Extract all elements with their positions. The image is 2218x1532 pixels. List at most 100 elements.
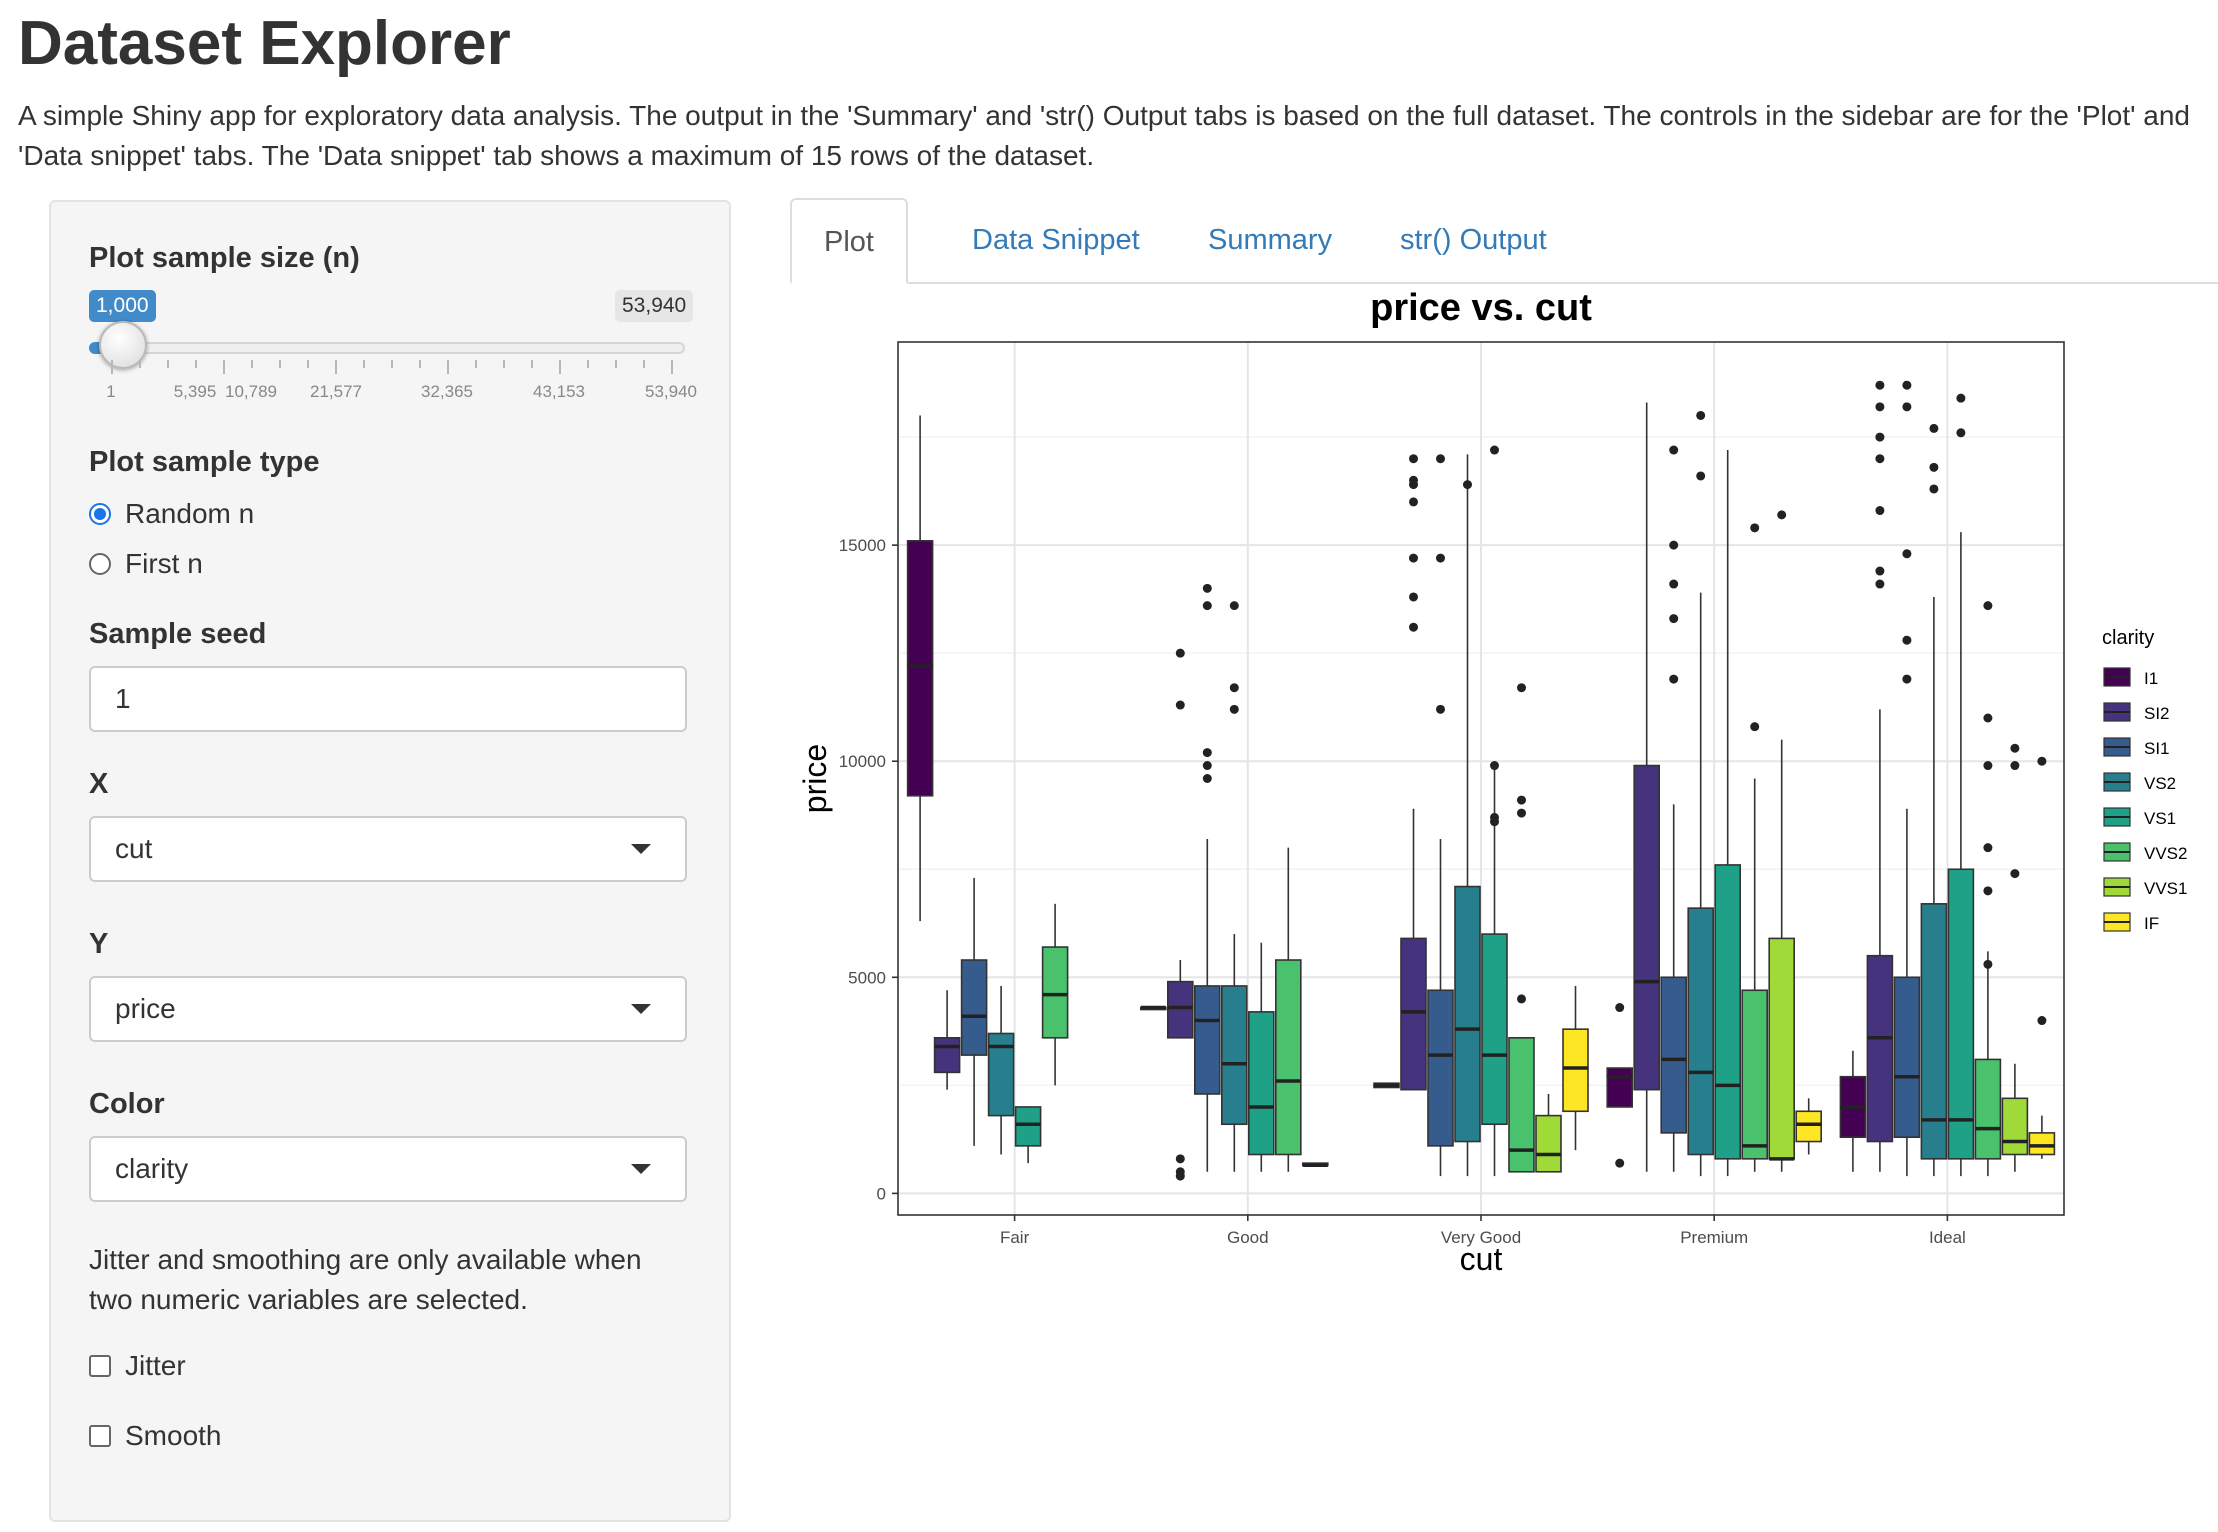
box-vvs2: [1274, 959, 1302, 1156]
box-vvs1: [1535, 1114, 1562, 1173]
box-si2: [1166, 980, 1194, 1039]
outlier-point: [1202, 748, 1212, 758]
outlier-point: [1175, 700, 1185, 710]
x-select[interactable]: cut: [89, 816, 687, 882]
outlier-point: [1669, 540, 1679, 550]
color-label: Color: [89, 1088, 165, 1120]
x-tick-label: Fair: [1000, 1228, 1030, 1247]
box-i1: [906, 540, 934, 797]
slider-tick: [335, 360, 337, 374]
box-i1: [1606, 1067, 1634, 1108]
y-tick-label: 0: [877, 1184, 886, 1203]
seed-label: Sample seed: [89, 618, 267, 650]
box-vs1: [1714, 864, 1742, 1160]
slider-tick: [643, 360, 645, 368]
tab-summary[interactable]: Summary: [1208, 224, 1333, 256]
outlier-point: [1202, 761, 1212, 771]
box-vs2: [1687, 907, 1715, 1156]
box-si1: [960, 959, 988, 1056]
price-vs-cut-chart: 0 5000 10000 15000 Fair Good Very Good Premium I…: [797, 287, 2187, 1277]
jitter-checkbox-row[interactable]: Jitter: [89, 1346, 186, 1386]
box-vs1: [1481, 933, 1508, 1126]
x-tick-label: Premium: [1680, 1228, 1748, 1247]
smooth-checkbox-row[interactable]: Smooth: [89, 1416, 222, 1456]
slider-tick: [279, 360, 281, 368]
outlier-point: [1750, 523, 1760, 533]
chevron-down-icon: [631, 1004, 651, 1014]
outlier-point: [1669, 579, 1679, 589]
slider-tick: [307, 360, 309, 368]
seed-input[interactable]: 1: [89, 666, 687, 732]
slider-tick: [111, 360, 113, 374]
outlier-point: [1202, 601, 1212, 611]
y-select-value: price: [115, 993, 176, 1024]
box-vs1: [1014, 1106, 1042, 1147]
slider-tick: [251, 360, 253, 368]
outlier-point: [1229, 601, 1239, 611]
slider-tick: [139, 360, 141, 368]
outlier-point: [1615, 1003, 1625, 1013]
radio-button[interactable]: [89, 553, 111, 575]
outlier-point: [1902, 380, 1912, 390]
outlier-point: [1929, 484, 1939, 494]
tab-plot[interactable]: Plot: [790, 198, 908, 284]
slider-tick: [559, 360, 561, 374]
tab-str-output[interactable]: str() Output: [1400, 224, 1547, 256]
outlier-point: [1875, 432, 1885, 442]
legend-label: VVS1: [2144, 879, 2187, 898]
legend-label: VVS2: [2144, 844, 2187, 863]
slider-tick-label: 53,940: [645, 382, 697, 401]
slider-tick: [531, 360, 533, 368]
jitter-checkbox[interactable]: [89, 1355, 111, 1377]
outlier-point: [1490, 761, 1499, 771]
outlier-point: [1669, 674, 1679, 684]
box-vs2: [1454, 885, 1481, 1143]
outlier-point: [1750, 722, 1760, 732]
x-label: X: [89, 768, 109, 800]
outlier-point: [1983, 886, 1993, 896]
legend-label: IF: [2144, 914, 2159, 933]
outlier-point: [1202, 583, 1212, 593]
slider-tick-label: 10,789: [225, 382, 277, 401]
radio-button-checked[interactable]: [89, 503, 111, 525]
x-tick-label: Ideal: [1929, 1228, 1966, 1247]
outlier-point: [1409, 553, 1418, 563]
outlier-point: [1875, 402, 1885, 412]
outlier-point: [1409, 497, 1418, 507]
slider-tick: [363, 360, 365, 368]
color-select[interactable]: clarity: [89, 1136, 687, 1202]
smooth-label: Smooth: [125, 1420, 222, 1451]
tab-data-snippet[interactable]: Data Snippet: [972, 224, 1140, 256]
slider-ticks: [51, 360, 731, 400]
radio-first-n[interactable]: First n: [89, 544, 203, 584]
box-si2: [933, 1037, 961, 1074]
slider-track[interactable]: [89, 342, 685, 354]
outlier-point: [1983, 843, 1993, 853]
slider-tick: [167, 360, 169, 368]
box-vs1: [1247, 1011, 1275, 1156]
outlier-point: [1409, 592, 1418, 602]
box-if: [1795, 1110, 1823, 1143]
legend-label: SI2: [2144, 704, 2170, 723]
outlier-point: [1490, 812, 1499, 822]
outlier-point: [1983, 601, 1993, 611]
slider-value-badge: 1,000: [89, 290, 156, 322]
slider-tick: [671, 360, 673, 374]
y-axis-label: price: [797, 744, 833, 813]
smooth-checkbox[interactable]: [89, 1425, 111, 1447]
outlier-point: [1875, 506, 1885, 516]
box-si2: [1866, 954, 1894, 1143]
outlier-point: [1517, 795, 1526, 805]
outlier-point: [1777, 510, 1787, 520]
x-tick-label: Good: [1227, 1228, 1269, 1247]
y-select[interactable]: price: [89, 976, 687, 1042]
outlier-point: [2010, 869, 2020, 879]
radio-random-n[interactable]: Random n: [89, 494, 254, 534]
box-vvs1: [2001, 1097, 2029, 1156]
outlier-point: [1517, 994, 1526, 1004]
legend-label: VS2: [2144, 774, 2176, 793]
outlier-point: [1902, 549, 1912, 559]
slider-tick: [447, 360, 449, 374]
jitter-label: Jitter: [125, 1350, 186, 1381]
outlier-point: [2010, 761, 2020, 771]
